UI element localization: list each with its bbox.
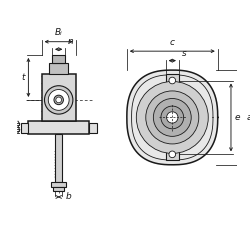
Text: t: t bbox=[21, 73, 24, 82]
Bar bbox=[28, 121, 89, 134]
Bar bbox=[166, 148, 179, 160]
Text: s: s bbox=[182, 49, 186, 58]
Circle shape bbox=[161, 106, 184, 129]
Bar bbox=[51, 182, 66, 186]
Circle shape bbox=[44, 86, 73, 114]
Circle shape bbox=[48, 90, 69, 110]
Text: Bᵢ: Bᵢ bbox=[55, 28, 62, 37]
Bar bbox=[166, 74, 179, 87]
Text: e: e bbox=[235, 113, 240, 122]
Text: a: a bbox=[247, 113, 250, 122]
Text: b: b bbox=[65, 192, 71, 202]
Circle shape bbox=[153, 98, 191, 136]
Circle shape bbox=[169, 77, 175, 84]
Circle shape bbox=[54, 95, 64, 105]
Bar bbox=[55, 134, 62, 182]
Circle shape bbox=[166, 112, 178, 123]
Bar bbox=[53, 186, 64, 191]
Bar bbox=[49, 62, 68, 74]
Bar bbox=[89, 123, 96, 132]
Circle shape bbox=[56, 97, 62, 103]
Bar bbox=[42, 74, 76, 121]
Circle shape bbox=[169, 151, 175, 158]
Bar bbox=[52, 55, 65, 62]
Text: n: n bbox=[68, 38, 74, 46]
Circle shape bbox=[146, 91, 199, 144]
Bar bbox=[21, 123, 28, 132]
Circle shape bbox=[136, 82, 208, 154]
Polygon shape bbox=[127, 70, 218, 165]
Text: c: c bbox=[170, 38, 175, 48]
